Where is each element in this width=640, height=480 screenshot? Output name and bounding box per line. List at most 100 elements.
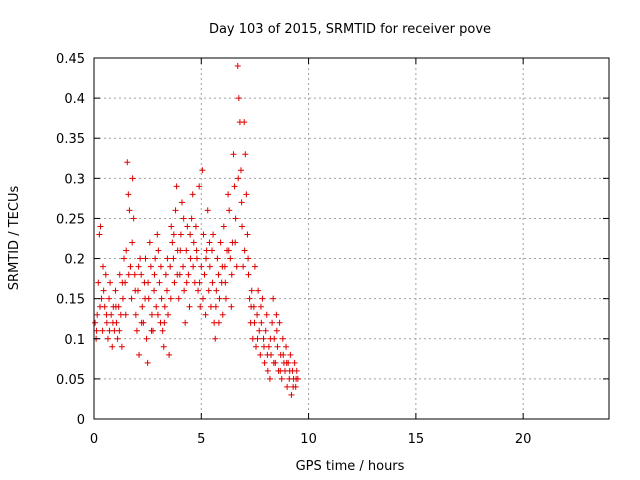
data-point xyxy=(178,199,185,206)
chart-title: Day 103 of 2015, SRMTID for receiver pov… xyxy=(209,22,491,37)
data-point xyxy=(244,231,251,238)
data-point xyxy=(187,231,194,238)
data-point xyxy=(238,199,245,206)
data-point xyxy=(251,319,258,326)
data-point xyxy=(212,335,219,342)
data-point xyxy=(147,263,154,270)
grid-lines xyxy=(94,58,609,419)
x-tick-label: 15 xyxy=(408,432,425,447)
data-point xyxy=(104,335,111,342)
x-tick-label: 5 xyxy=(197,432,205,447)
data-point xyxy=(165,311,172,318)
data-point xyxy=(192,223,199,230)
data-point xyxy=(267,335,274,342)
data-point xyxy=(132,287,139,294)
data-point xyxy=(180,263,187,270)
data-point xyxy=(138,319,145,326)
data-point xyxy=(235,175,242,182)
data-point xyxy=(253,343,260,350)
data-point xyxy=(129,175,136,182)
data-point xyxy=(269,319,276,326)
data-point xyxy=(245,271,252,278)
data-point xyxy=(234,63,241,70)
data-point xyxy=(189,191,196,198)
data-point xyxy=(277,367,284,374)
data-point xyxy=(288,391,295,398)
data-point xyxy=(116,271,123,278)
data-point xyxy=(202,311,209,318)
data-point xyxy=(225,247,232,254)
data-point xyxy=(200,231,207,238)
data-point xyxy=(171,279,178,286)
data-point xyxy=(215,319,222,326)
data-point xyxy=(214,255,221,262)
data-point xyxy=(251,263,258,270)
data-point xyxy=(136,351,143,358)
data-point xyxy=(169,239,176,246)
data-point xyxy=(241,119,248,126)
data-point xyxy=(182,319,189,326)
data-point xyxy=(103,311,110,318)
data-point xyxy=(260,335,267,342)
data-point xyxy=(273,327,280,334)
data-point xyxy=(243,191,250,198)
data-point xyxy=(135,263,142,270)
y-tick-label: 0.35 xyxy=(56,132,85,147)
data-point xyxy=(102,271,109,278)
data-point xyxy=(209,247,216,254)
y-tick-label: 0.2 xyxy=(64,253,85,268)
data-point xyxy=(190,239,197,246)
data-point xyxy=(264,367,271,374)
data-point xyxy=(216,295,223,302)
data-point xyxy=(274,343,281,350)
data-point xyxy=(119,295,126,302)
data-point xyxy=(278,375,285,382)
data-point xyxy=(96,231,103,238)
data-point xyxy=(241,247,248,254)
data-point xyxy=(262,327,269,334)
data-point xyxy=(190,263,197,270)
data-point xyxy=(206,239,213,246)
data-point xyxy=(227,255,234,262)
data-point xyxy=(259,295,266,302)
data-point xyxy=(100,263,107,270)
data-point xyxy=(188,215,195,222)
data-point xyxy=(122,311,129,318)
data-point xyxy=(154,311,161,318)
data-point xyxy=(194,255,200,262)
data-point xyxy=(107,279,114,286)
data-point xyxy=(131,271,138,278)
data-point xyxy=(153,303,160,310)
data-point xyxy=(129,239,136,246)
plot-frame xyxy=(93,57,610,420)
data-point xyxy=(170,255,177,262)
data-point xyxy=(261,359,268,366)
data-point xyxy=(276,319,283,326)
data-points xyxy=(92,63,301,398)
data-point xyxy=(112,287,119,294)
data-point xyxy=(97,303,104,310)
data-point xyxy=(200,295,207,302)
data-point xyxy=(156,279,163,286)
data-point xyxy=(258,319,265,326)
data-point xyxy=(168,223,175,230)
data-point xyxy=(206,263,213,270)
data-point xyxy=(128,295,135,302)
data-point xyxy=(175,295,182,302)
data-point xyxy=(162,271,169,278)
data-point xyxy=(125,191,132,198)
data-point xyxy=(119,279,126,286)
data-point xyxy=(290,383,297,390)
data-point xyxy=(233,263,240,270)
data-point xyxy=(237,167,244,174)
data-point xyxy=(92,319,99,326)
data-point xyxy=(256,327,263,334)
data-point xyxy=(257,303,264,310)
data-point xyxy=(219,263,226,270)
data-point xyxy=(266,375,273,382)
data-point xyxy=(195,287,202,294)
data-point xyxy=(209,279,216,286)
data-point xyxy=(146,239,153,246)
data-point xyxy=(127,263,134,270)
